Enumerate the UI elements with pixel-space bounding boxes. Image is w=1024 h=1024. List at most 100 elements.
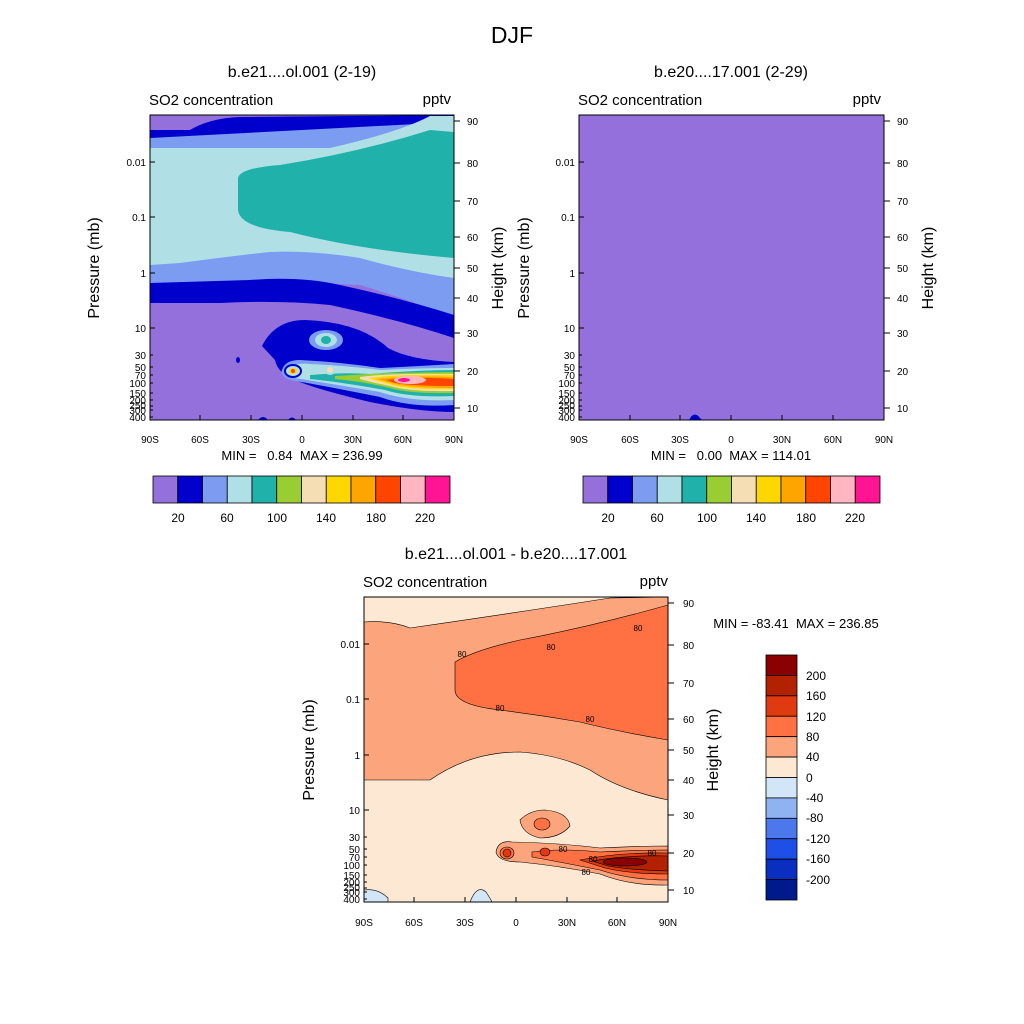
y-tick-label: 300 [129,406,146,417]
panel-3-axes: 0.01 0.1 1 10 30 50 70 100 150 200 250 3… [301,596,879,929]
contour-band [364,889,389,902]
colorbar-label: 220 [845,511,865,525]
contour-band [502,848,512,858]
colorbar-swatch [765,879,798,901]
contour-band [689,414,702,420]
colorbar-label: 40 [806,750,820,764]
y-tick-label: 50 [564,363,576,374]
y2-tick-label: 60 [683,715,695,726]
panel-1: b.e21....ol.001 (2-19) SO2 concentration… [86,64,507,525]
y-tick-label: 10 [135,324,147,335]
contour-label: 80 [458,650,467,659]
colorbar-label: -160 [806,852,830,866]
colorbar-swatch [765,715,798,738]
y-tick-label: 100 [343,861,360,872]
colorbar-label: 140 [316,511,336,525]
panel-2-left-ticks [579,161,584,418]
colorbar-label: 20 [171,511,185,525]
panel-1-plot [150,115,454,420]
y-tick-label: 200 [129,396,146,407]
colorbar-swatch [765,675,798,697]
y2-tick-label: 90 [683,599,695,610]
panel-2-right-ticks [884,120,890,409]
y2-tick-label: 30 [467,329,479,340]
y2-tick-label: 60 [467,233,479,244]
panel-2-stats: MIN = 0.00 MAX = 114.01 [651,448,811,463]
y-tick-label: 0.1 [132,213,146,224]
panel-1-right-ticks [454,120,460,409]
contour-label: 80 [547,643,556,652]
colorbar-label: 200 [806,669,826,683]
panel-3-right-label: pptv [640,573,669,590]
y2-tick-label: 40 [897,294,909,305]
y2-tick-label: 50 [683,746,695,757]
x-tick-label: 30S [242,435,260,446]
y-tick-label: 10 [349,806,361,817]
panel-3-left-tick-labels: 0.01 0.1 1 10 30 50 70 100 150 200 250 3… [341,640,361,906]
x-tick-label: 30N [558,918,576,929]
colorbar-label: -200 [806,873,830,887]
panel-3-right-tick-labels: 90 80 70 60 50 40 30 20 10 [683,599,695,897]
contour-label: 80 [496,704,505,713]
y-tick-label: 250 [129,401,146,412]
panel-1-colorbar: 20 60 100 140 180 220 [152,475,451,525]
y-tick-label: 250 [343,883,360,894]
x-tick-label: 0 [728,435,734,446]
panel-2-background [579,115,884,420]
colorbar-swatch [582,475,609,504]
contour-band [533,817,551,831]
colorbar-swatch [276,475,302,504]
colorbar-swatch [765,654,798,676]
panel-3-colorbar: 200 160 120 80 40 0 -40 -80 -120 -160 -2… [765,654,830,901]
panel-2: b.e20....17.001 (2-29) SO2 concentration… [516,64,937,525]
panel-3-plot: 80 80 80 80 80 80 80 80 80 [364,597,668,902]
y-tick-label: 200 [343,878,360,889]
x-tick-label: 0 [513,918,519,929]
colorbar-swatch [755,475,782,504]
contour-band [539,847,551,857]
colorbar-swatch [765,817,798,840]
y-tick-label: 100 [129,379,146,390]
panel-1-left-label: SO2 concentration [149,92,273,109]
colorbar-label: 0 [806,771,813,785]
panel-1-axes: 0.01 0.1 1 10 30 50 70 100 150 200 250 3… [86,114,507,463]
contour-label: 80 [589,855,598,864]
panel-2-right-tick-labels: 90 80 70 60 50 40 30 20 10 [897,117,909,415]
x-tick-label: 60N [394,435,412,446]
y2-tick-label: 70 [683,679,695,690]
colorbar-swatch [780,475,807,504]
colorbar-swatch [765,838,798,860]
panel-2-left-tick-labels: 0.01 0.1 1 10 30 50 70 100 150 200 250 3… [556,158,576,424]
y2-tick-label: 50 [897,264,909,275]
panel-3-colorbar-labels: 200 160 120 80 40 0 -40 -80 -120 -160 -2… [806,669,830,887]
colorbar-label: -80 [806,811,824,825]
y-tick-label: 150 [129,389,146,400]
y-tick-label: 150 [343,871,360,882]
colorbar-label: 100 [267,511,287,525]
panel-3: b.e21....ol.001 - b.e20....17.001 SO2 co… [301,546,879,929]
contour-band [236,357,240,363]
x-tick-label: 90N [875,435,893,446]
y-tick-label: 0.1 [346,695,360,706]
x-tick-label: 90N [659,918,677,929]
colorbar-swatch [632,475,658,504]
panel-3-title: b.e21....ol.001 - b.e20....17.001 [405,546,627,563]
contour-band [291,369,295,373]
panel-2-ylabel-right: Height (km) [920,227,937,310]
x-tick-label: 90S [570,435,588,446]
colorbar-swatch [226,475,253,504]
colorbar-swatch [177,475,203,504]
colorbar-swatch [765,695,798,717]
contour-label: 80 [634,624,643,633]
y2-tick-label: 30 [683,811,695,822]
panel-1-right-tick-labels: 90 80 70 60 50 40 30 20 10 [467,117,479,415]
panel-1-x-tick-labels: 90S 60S 30S 0 30N 60N 90N [141,435,463,446]
colorbar-label: 160 [806,689,826,703]
y2-tick-label: 10 [683,886,695,897]
y-tick-label: 30 [135,351,147,362]
colorbar-label: 180 [366,511,386,525]
colorbar-swatch [765,777,798,799]
panel-3-x-tick-labels: 90S 60S 30S 0 30N 60N 90N [355,918,677,929]
x-tick-label: 60S [191,435,209,446]
panel-2-x-ticks [578,415,885,420]
